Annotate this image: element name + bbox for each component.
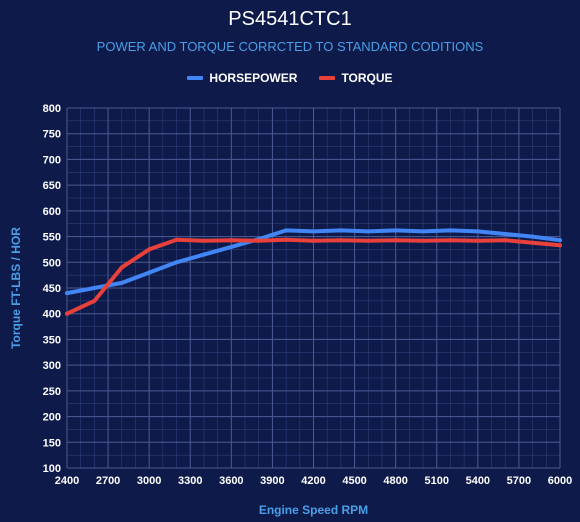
data-point-torque bbox=[338, 238, 343, 243]
legend-swatch-horsepower bbox=[187, 76, 204, 80]
data-point-horsepower bbox=[174, 260, 179, 265]
y-tick-label: 200 bbox=[43, 412, 61, 424]
y-axis-title: Torque FT-LBS / HOR bbox=[9, 227, 23, 349]
y-tick-label: 100 bbox=[43, 463, 61, 475]
y-tick-label: 150 bbox=[43, 437, 61, 449]
legend-swatch-torque bbox=[319, 76, 336, 80]
legend-label-torque: TORQUE bbox=[341, 71, 393, 85]
y-tick-label: 600 bbox=[43, 206, 61, 218]
data-point-horsepower bbox=[201, 252, 206, 257]
chart-legend: HORSEPOWER TORQUE bbox=[0, 71, 580, 85]
y-tick-label: 450 bbox=[43, 283, 61, 295]
x-tick-label: 5100 bbox=[425, 475, 449, 487]
x-tick-label: 3900 bbox=[260, 475, 284, 487]
data-point-torque bbox=[421, 238, 426, 243]
data-point-horsepower bbox=[530, 234, 535, 239]
data-point-horsepower bbox=[366, 229, 371, 234]
y-tick-label: 250 bbox=[43, 386, 61, 398]
data-point-torque bbox=[174, 237, 179, 242]
data-point-horsepower bbox=[65, 291, 69, 296]
x-tick-label: 3000 bbox=[137, 475, 161, 487]
data-point-torque bbox=[256, 238, 261, 243]
y-tick-label: 300 bbox=[43, 360, 61, 372]
x-tick-label: 3300 bbox=[178, 475, 202, 487]
data-point-horsepower bbox=[421, 229, 426, 234]
x-tick-label: 2400 bbox=[55, 475, 79, 487]
chart-title: PS4541CTC1 bbox=[228, 8, 352, 30]
data-point-horsepower bbox=[229, 244, 234, 249]
x-tick-label: 4200 bbox=[301, 475, 325, 487]
data-point-torque bbox=[311, 238, 316, 243]
data-point-torque bbox=[503, 238, 508, 243]
y-tick-label: 800 bbox=[43, 103, 61, 115]
legend-item-torque[interactable]: TORQUE bbox=[319, 71, 393, 85]
data-point-horsepower bbox=[338, 228, 343, 233]
data-point-horsepower bbox=[92, 286, 97, 290]
y-tick-label: 550 bbox=[43, 232, 61, 244]
data-point-torque bbox=[530, 240, 535, 245]
y-tick-label: 350 bbox=[43, 334, 61, 346]
data-point-horsepower bbox=[475, 229, 480, 234]
data-point-horsepower bbox=[147, 270, 152, 275]
data-point-torque bbox=[201, 238, 206, 243]
x-tick-label: 5700 bbox=[507, 475, 531, 487]
y-tick-label: 650 bbox=[43, 180, 61, 192]
data-point-torque bbox=[65, 311, 69, 316]
data-point-torque bbox=[366, 238, 371, 243]
data-point-horsepower bbox=[503, 232, 508, 236]
data-point-torque bbox=[147, 247, 152, 252]
legend-label-horsepower: HORSEPOWER bbox=[209, 71, 298, 85]
data-point-torque bbox=[284, 237, 289, 242]
legend-item-horsepower[interactable]: HORSEPOWER bbox=[187, 71, 297, 85]
chart-subtitle: POWER AND TORQUE CORRCTED TO STANDARD CO… bbox=[96, 39, 484, 54]
x-tick-label: 6000 bbox=[548, 475, 572, 487]
data-point-torque bbox=[393, 238, 398, 243]
data-point-horsepower bbox=[393, 228, 398, 233]
data-point-horsepower bbox=[311, 229, 316, 234]
data-point-torque bbox=[475, 238, 480, 243]
data-point-torque bbox=[229, 238, 234, 243]
y-tick-label: 500 bbox=[43, 257, 61, 269]
x-tick-label: 2700 bbox=[96, 475, 120, 487]
data-point-horsepower bbox=[448, 228, 453, 233]
x-tick-label: 4500 bbox=[342, 475, 366, 487]
data-point-torque bbox=[558, 243, 562, 248]
x-tick-label: 4800 bbox=[383, 475, 407, 487]
x-tick-label: 5400 bbox=[466, 475, 490, 487]
data-point-torque bbox=[119, 265, 124, 270]
x-tick-label: 3600 bbox=[219, 475, 243, 487]
y-tick-label: 750 bbox=[43, 129, 61, 141]
y-tick-label: 400 bbox=[43, 309, 61, 321]
data-point-horsepower bbox=[284, 228, 289, 233]
data-point-torque bbox=[448, 238, 453, 243]
x-axis-title: Engine Speed RPM bbox=[259, 503, 368, 517]
y-tick-label: 700 bbox=[43, 154, 61, 166]
data-point-torque bbox=[92, 298, 97, 303]
data-point-horsepower bbox=[558, 238, 562, 243]
data-point-horsepower bbox=[119, 280, 124, 285]
